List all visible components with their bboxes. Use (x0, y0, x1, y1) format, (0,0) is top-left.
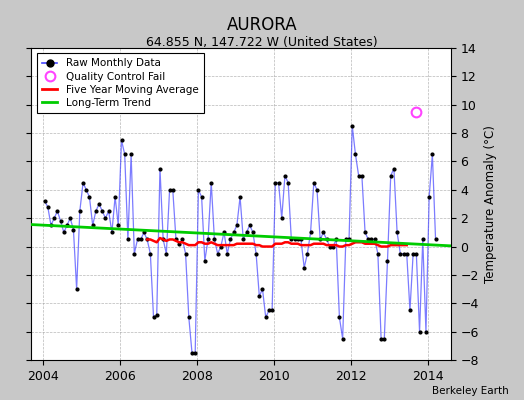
Raw Monthly Data (349, 124, 355, 128)
Text: 64.855 N, 147.722 W (United States): 64.855 N, 147.722 W (United States) (146, 36, 378, 49)
Five Year Moving Average (217, 243, 224, 248)
Raw Monthly Data (41, 199, 48, 204)
Five Year Moving Average (352, 240, 358, 245)
Five Year Moving Average (221, 243, 227, 248)
Raw Monthly Data (64, 223, 70, 228)
Five Year Moving Average (272, 241, 278, 246)
Raw Monthly Data (189, 350, 195, 355)
Raw Monthly Data (86, 194, 93, 199)
Text: Berkeley Earth: Berkeley Earth (432, 386, 508, 396)
Raw Monthly Data (432, 237, 439, 242)
Raw Monthly Data (365, 237, 372, 242)
Text: AURORA: AURORA (227, 16, 297, 34)
Raw Monthly Data (154, 312, 160, 317)
Five Year Moving Average (157, 236, 163, 240)
Legend: Raw Monthly Data, Quality Control Fail, Five Year Moving Average, Long-Term Tren: Raw Monthly Data, Quality Control Fail, … (37, 53, 204, 113)
Five Year Moving Average (144, 237, 150, 242)
Five Year Moving Average (359, 240, 365, 245)
Five Year Moving Average (208, 240, 214, 245)
Line: Five Year Moving Average: Five Year Moving Average (147, 238, 407, 246)
Raw Monthly Data (214, 251, 221, 256)
Y-axis label: Temperature Anomaly (°C): Temperature Anomaly (°C) (484, 125, 497, 283)
Five Year Moving Average (403, 243, 410, 248)
Line: Raw Monthly Data: Raw Monthly Data (43, 125, 437, 354)
Five Year Moving Average (259, 244, 266, 249)
Raw Monthly Data (80, 180, 86, 185)
